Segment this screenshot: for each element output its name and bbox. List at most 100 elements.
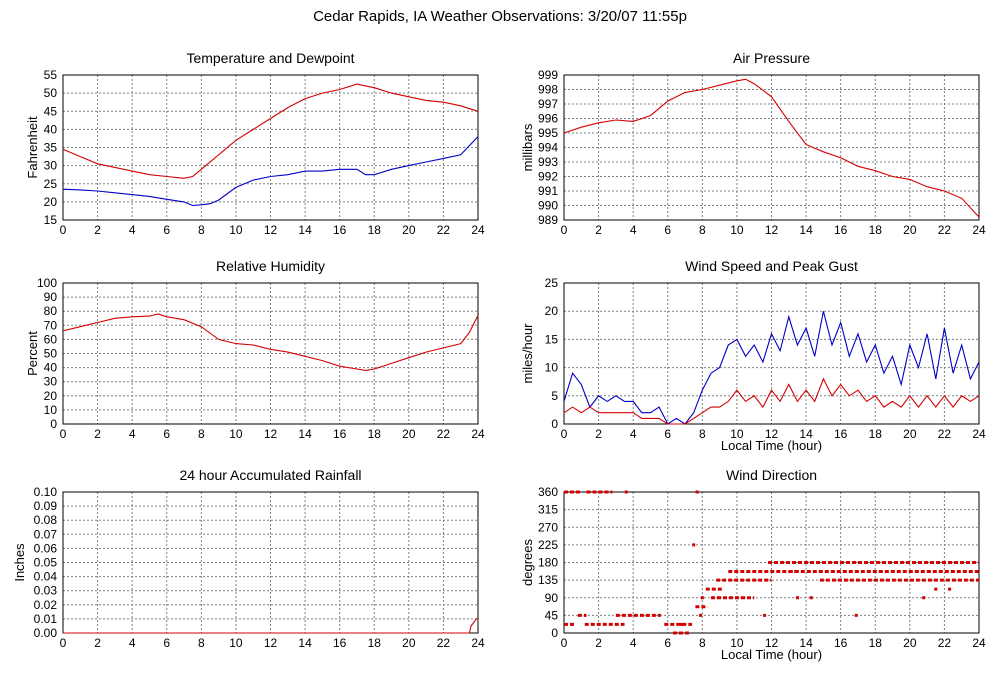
wind-xlabel: Local Time (hour) (721, 438, 822, 453)
y-tick-label: 993 (538, 155, 558, 169)
y-tick-label: 992 (538, 170, 558, 184)
x-tick-label: 6 (163, 427, 170, 441)
rain-ylabel: Inches (12, 543, 27, 582)
temp-title: Temperature and Dewpoint (186, 50, 354, 66)
x-tick-label: 0 (561, 223, 568, 237)
x-tick-label: 12 (765, 636, 779, 650)
x-tick-label: 0 (60, 636, 67, 650)
x-tick-label: 4 (129, 223, 136, 237)
x-tick-label: 6 (664, 223, 671, 237)
x-tick-label: 24 (471, 223, 485, 237)
x-tick-label: 20 (402, 427, 416, 441)
wind-title: Wind Speed and Peak Gust (685, 258, 858, 274)
direction-point (700, 596, 704, 600)
x-tick-label: 8 (699, 636, 706, 650)
y-tick-label: 315 (538, 503, 558, 517)
x-tick-label: 24 (972, 427, 986, 441)
x-tick-label: 8 (198, 223, 205, 237)
x-tick-label: 16 (834, 223, 848, 237)
direction-point (695, 490, 699, 494)
y-tick-label: 40 (44, 122, 58, 136)
y-tick-label: 996 (538, 112, 558, 126)
y-tick-label: 50 (44, 347, 58, 361)
x-tick-label: 2 (595, 636, 602, 650)
x-tick-label: 20 (903, 427, 917, 441)
x-tick-label: 22 (938, 427, 952, 441)
direction-point (934, 587, 938, 591)
x-tick-label: 10 (730, 427, 744, 441)
direction-point (692, 543, 696, 547)
x-tick-label: 16 (834, 427, 848, 441)
x-tick-label: 10 (730, 636, 744, 650)
wind-ylabel: miles/hour (520, 323, 535, 384)
x-tick-label: 8 (198, 427, 205, 441)
x-tick-label: 18 (869, 636, 883, 650)
y-tick-label: 20 (44, 389, 58, 403)
y-tick-label: 0.09 (34, 499, 58, 513)
x-tick-label: 22 (437, 223, 451, 237)
y-tick-label: 45 (44, 104, 58, 118)
x-tick-label: 4 (630, 636, 637, 650)
x-tick-label: 4 (129, 636, 136, 650)
x-tick-label: 6 (163, 636, 170, 650)
y-tick-label: 0 (50, 417, 57, 431)
y-tick-label: 0.03 (34, 584, 58, 598)
y-tick-label: 30 (44, 159, 58, 173)
x-tick-label: 12 (765, 223, 779, 237)
winddir-ylabel: degrees (520, 539, 535, 586)
y-tick-label: 999 (538, 68, 558, 82)
y-tick-label: 991 (538, 184, 558, 198)
x-tick-label: 20 (402, 223, 416, 237)
pressure-ylabel: millibars (520, 123, 535, 171)
y-tick-label: 135 (538, 573, 558, 587)
direction-point (854, 613, 858, 617)
y-tick-label: 100 (37, 276, 57, 290)
x-tick-label: 18 (368, 636, 382, 650)
x-tick-label: 10 (229, 427, 243, 441)
x-tick-label: 14 (799, 223, 813, 237)
x-tick-label: 0 (561, 427, 568, 441)
y-tick-label: 15 (44, 213, 58, 227)
y-tick-label: 10 (44, 403, 58, 417)
y-tick-label: 0 (551, 626, 558, 640)
y-tick-label: 20 (44, 195, 58, 209)
temp-ylabel: Fahrenheit (25, 116, 40, 179)
x-tick-label: 6 (163, 223, 170, 237)
pressure-plot-frame (563, 74, 980, 221)
y-tick-label: 0.01 (34, 612, 58, 626)
y-tick-label: 25 (545, 276, 559, 290)
y-tick-label: 30 (44, 375, 58, 389)
direction-point (795, 596, 799, 600)
y-tick-label: 0.10 (34, 485, 58, 499)
y-tick-label: 994 (538, 141, 558, 155)
y-tick-label: 10 (545, 361, 559, 375)
x-tick-label: 16 (333, 427, 347, 441)
y-tick-label: 45 (545, 608, 559, 622)
y-tick-label: 35 (44, 141, 58, 155)
temp-plot-frame (62, 74, 479, 221)
x-tick-label: 4 (129, 427, 136, 441)
x-tick-label: 20 (402, 636, 416, 650)
x-tick-label: 22 (437, 427, 451, 441)
y-tick-label: 55 (44, 68, 58, 82)
x-tick-label: 0 (60, 427, 67, 441)
direction-point (922, 596, 926, 600)
x-tick-label: 6 (664, 636, 671, 650)
direction-point (948, 587, 952, 591)
x-tick-label: 8 (699, 223, 706, 237)
y-tick-label: 225 (538, 538, 558, 552)
x-tick-label: 2 (595, 427, 602, 441)
direction-point (763, 613, 767, 617)
y-tick-label: 0.02 (34, 598, 58, 612)
humidity-ylabel: Percent (25, 331, 40, 376)
y-tick-label: 5 (551, 389, 558, 403)
x-tick-label: 4 (630, 223, 637, 237)
temp-series-0-line (62, 83, 479, 179)
